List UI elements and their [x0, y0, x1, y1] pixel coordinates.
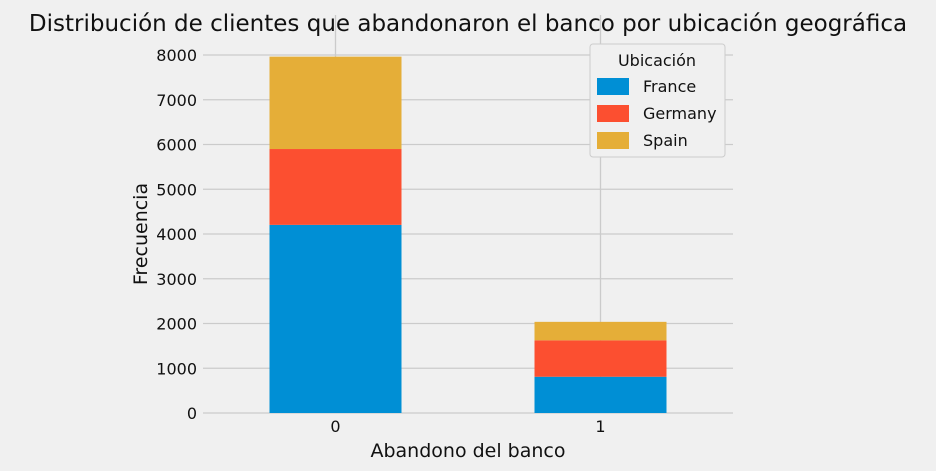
x-tick-label: 0 — [330, 417, 340, 436]
y-tick-label: 2000 — [156, 315, 197, 334]
legend-title: Ubicación — [618, 51, 696, 70]
legend-frame — [589, 43, 726, 158]
legend-entry-label: Germany — [643, 104, 717, 123]
y-tick-label: 0 — [187, 404, 197, 423]
legend: Ubicación France Germany Spain — [589, 43, 726, 158]
legend-entry-label: Spain — [643, 131, 688, 150]
chart-title: Distribución de clientes que abandonaron… — [29, 11, 907, 37]
legend-items: France Germany Spain — [597, 77, 717, 150]
legend-swatch — [597, 132, 629, 149]
x-tick-label: 1 — [595, 417, 605, 436]
legend-entry-label: France — [643, 77, 696, 96]
y-tick-label: 1000 — [156, 359, 197, 378]
legend-swatch — [597, 78, 629, 95]
legend-swatch — [597, 105, 629, 122]
x-axis-label: Abandono del banco — [370, 440, 565, 462]
bar-segment — [534, 340, 667, 377]
y-tick-label: 6000 — [156, 136, 197, 155]
bar-segment — [534, 321, 667, 341]
y-tick-label: 8000 — [156, 46, 197, 65]
bar-segment — [269, 56, 402, 150]
bars — [269, 56, 667, 413]
y-axis-label: Frecuencia — [130, 183, 152, 285]
y-tick-label: 7000 — [156, 91, 197, 110]
y-tick-label: 5000 — [156, 180, 197, 199]
y-axis-ticks: 0 1000 2000 3000 4000 5000 6000 7000 8000 — [156, 46, 197, 423]
bar-segment — [269, 224, 402, 413]
bar-segment — [534, 376, 667, 413]
y-tick-label: 3000 — [156, 270, 197, 289]
bar-segment — [269, 149, 402, 225]
y-tick-label: 4000 — [156, 225, 197, 244]
